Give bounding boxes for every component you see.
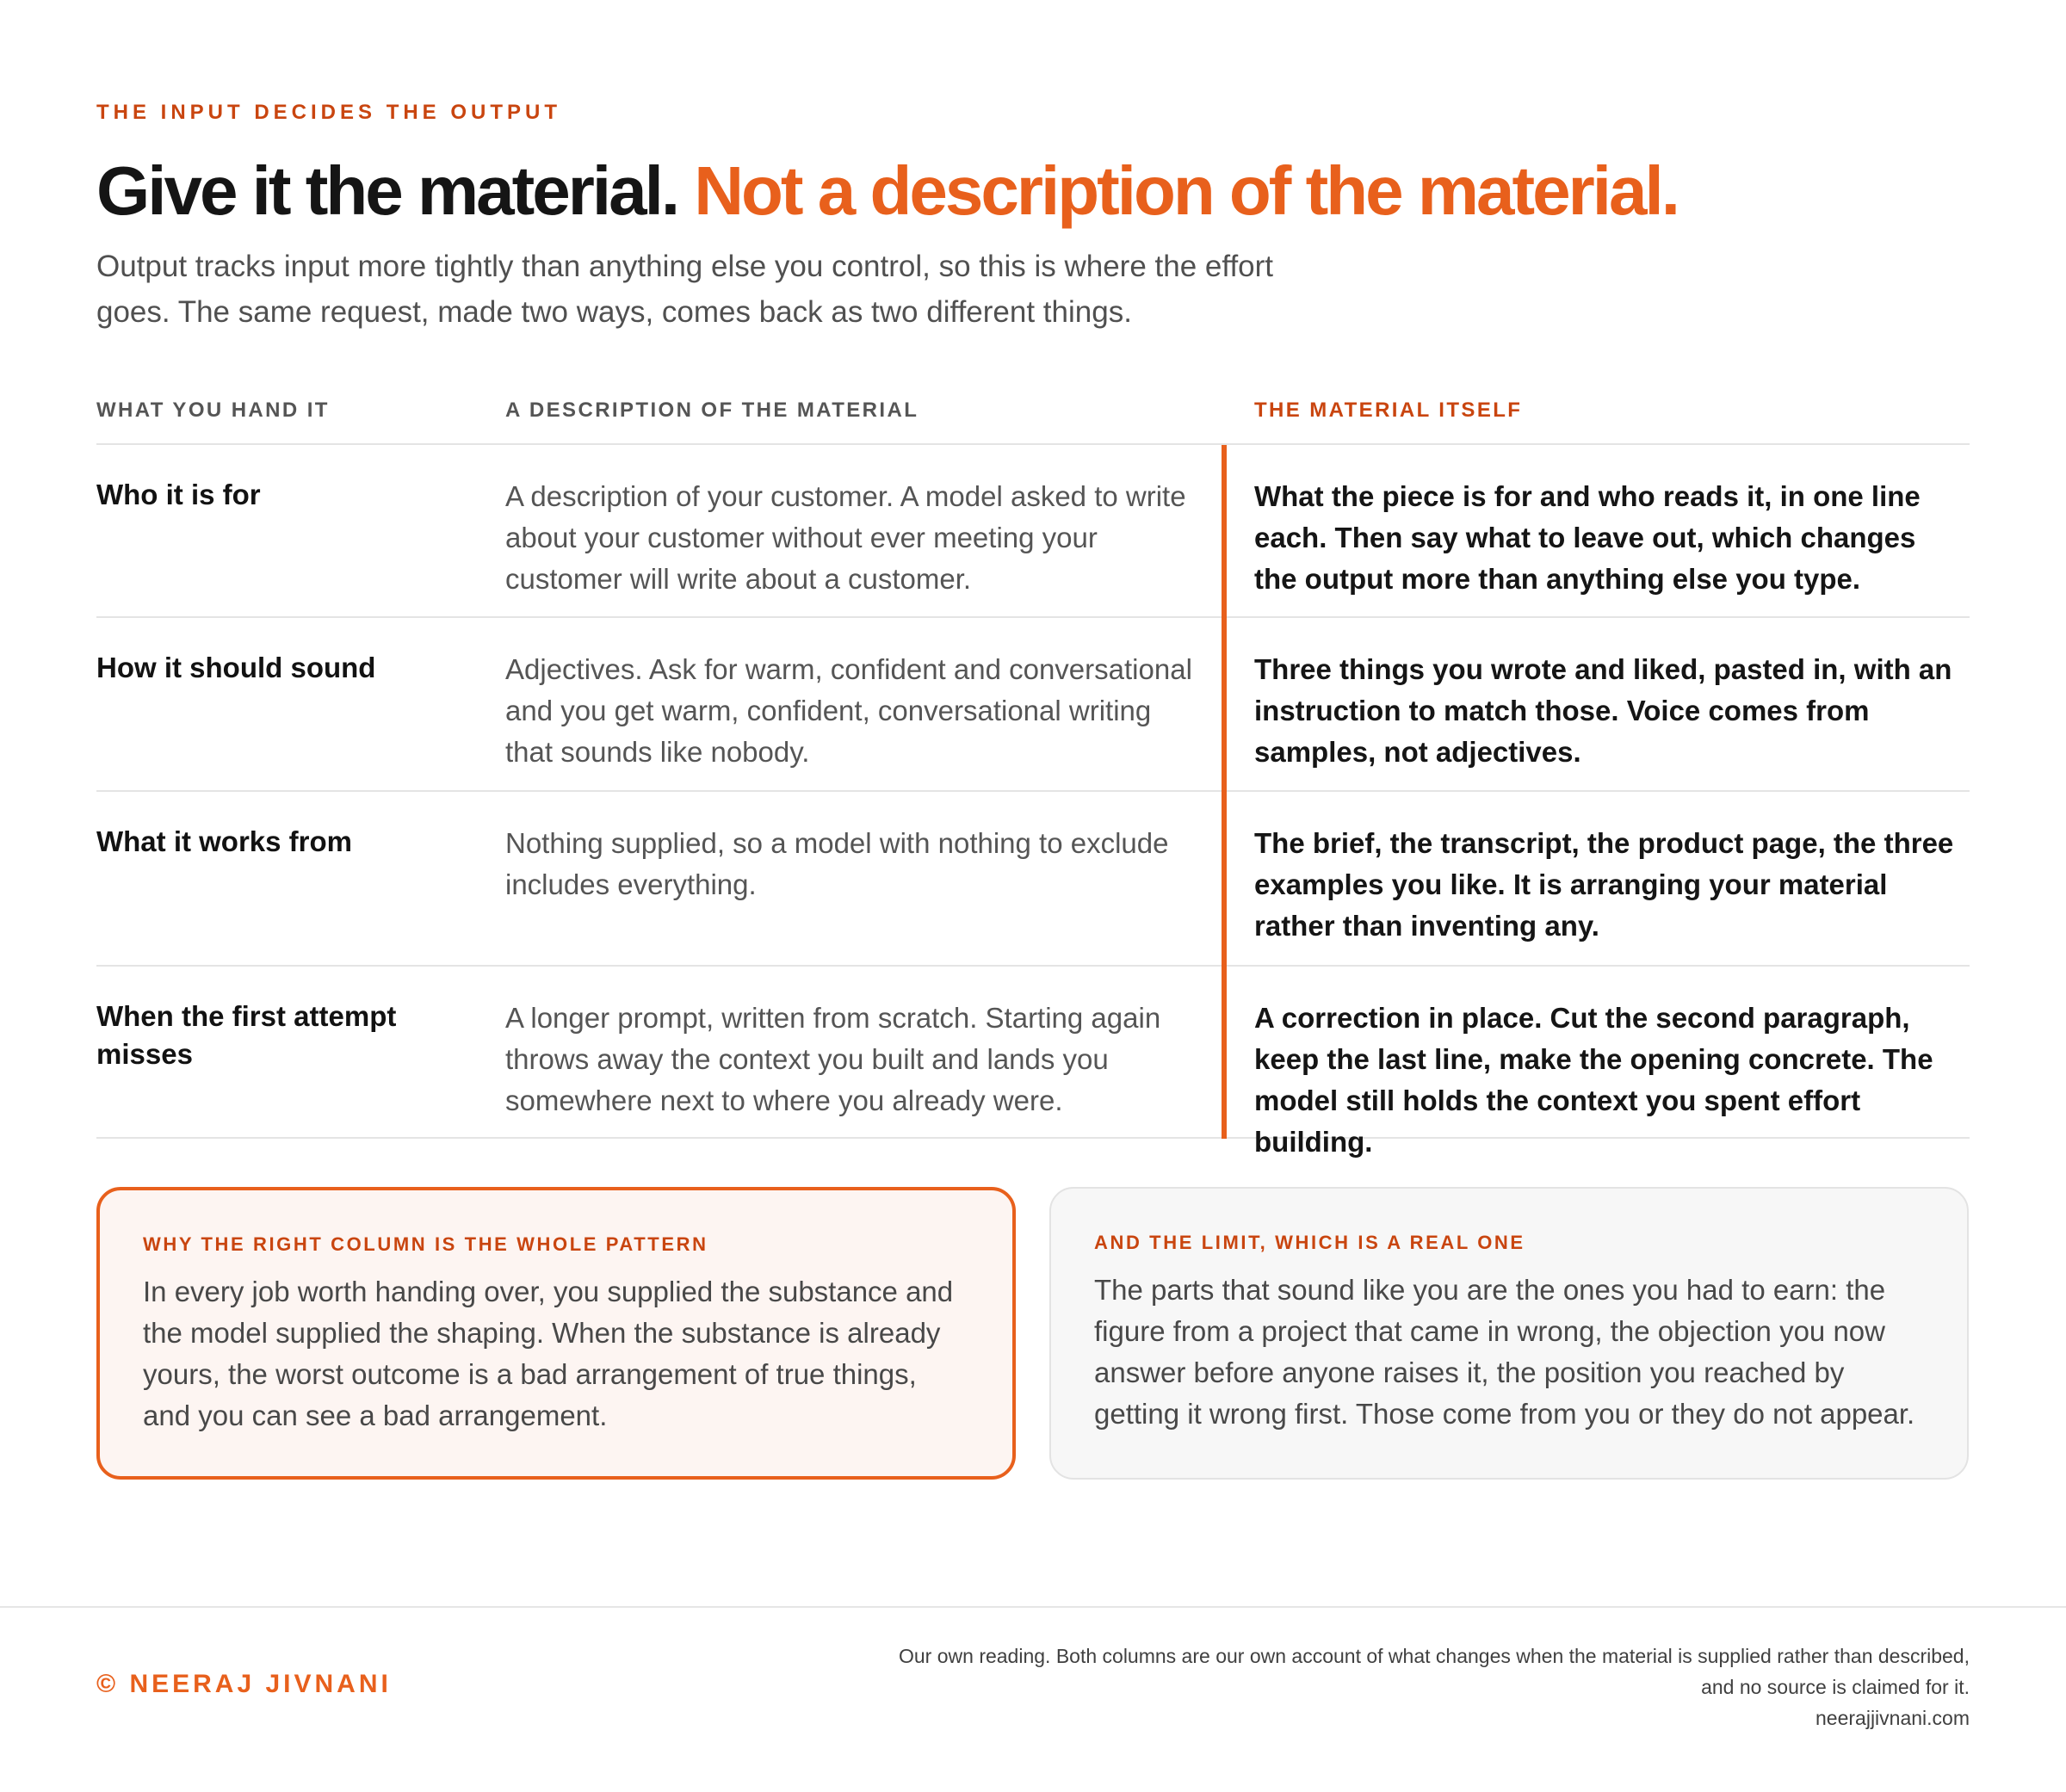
pattern-card: WHY THE RIGHT COLUMN IS THE WHOLE PATTER… [96, 1187, 1016, 1480]
column-header-input: WHAT YOU HAND IT [96, 399, 330, 422]
row-description: Nothing supplied, so a model with nothin… [505, 827, 1169, 900]
table-header: WHAT YOU HAND IT A DESCRIPTION OF THE MA… [96, 392, 1970, 445]
column-header-description: A DESCRIPTION OF THE MATERIAL [505, 399, 919, 422]
footer-divider [0, 1606, 2066, 1608]
row-description: A description of your customer. A model … [505, 480, 1186, 595]
row-material: A correction in place. Cut the second pa… [1254, 1002, 1933, 1158]
row-description: Adjectives. Ask for warm, confident and … [505, 653, 1192, 768]
card-text: The parts that sound like you are the on… [1094, 1274, 1915, 1430]
row-label: Who it is for [96, 479, 261, 510]
row-description: A longer prompt, written from scratch. S… [505, 1002, 1161, 1116]
brand-name: © NEERAJ JIVNANI [96, 1670, 392, 1698]
headline-accent: Not a description of the material. [694, 152, 1680, 229]
accent-bar [1222, 445, 1227, 618]
comparison-table: WHAT YOU HAND IT A DESCRIPTION OF THE MA… [96, 392, 1970, 1158]
eyebrow: THE INPUT DECIDES THE OUTPUT [96, 101, 562, 124]
row-label: When the first attempt misses [96, 1000, 397, 1070]
accent-bar [1222, 618, 1227, 792]
card-text: In every job worth handing over, you sup… [143, 1276, 954, 1431]
row-label: What it works from [96, 825, 353, 857]
headline-primary: Give it the material. [96, 152, 680, 229]
page-title: Give it the material. Not a description … [96, 148, 1680, 234]
row-material: What the piece is for and who reads it, … [1254, 480, 1921, 595]
footnote-line: Our own reading. Both columns are our ow… [899, 1645, 1970, 1667]
accent-bar [1222, 967, 1227, 1139]
card-title: WHY THE RIGHT COLUMN IS THE WHOLE PATTER… [143, 1233, 708, 1255]
row-material: Three things you wrote and liked, pasted… [1254, 653, 1952, 768]
site-url: neerajjivnani.com [1815, 1707, 1970, 1729]
table-row: What it works from Nothing supplied, so … [96, 792, 1970, 967]
row-label: How it should sound [96, 652, 376, 683]
table-row: Who it is for A description of your cust… [96, 445, 1970, 618]
table-row: When the first attempt misses A longer p… [96, 967, 1970, 1158]
limit-card: AND THE LIMIT, WHICH IS A REAL ONE The p… [1049, 1187, 1969, 1480]
footnote-line: and no source is claimed for it. [1701, 1676, 1970, 1698]
table-row: How it should sound Adjectives. Ask for … [96, 618, 1970, 792]
footnote: Our own reading. Both columns are our ow… [678, 1641, 1970, 1733]
card-title: AND THE LIMIT, WHICH IS A REAL ONE [1094, 1232, 1525, 1253]
accent-bar [1222, 792, 1227, 967]
column-header-material: THE MATERIAL ITSELF [1254, 399, 1523, 422]
row-material: The brief, the transcript, the product p… [1254, 827, 1954, 942]
subtitle: Output tracks input more tightly than an… [96, 250, 1274, 329]
